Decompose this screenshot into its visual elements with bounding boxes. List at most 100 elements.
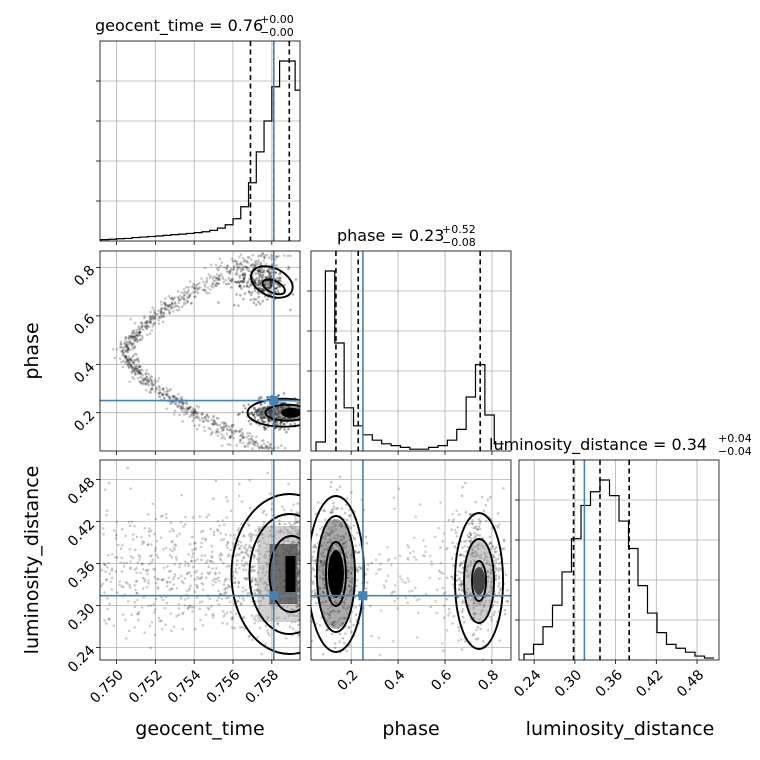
scatter-point [165, 516, 168, 520]
scatter-point [159, 307, 163, 311]
scatter-point [127, 365, 130, 369]
scatter-point [264, 513, 268, 517]
scatter-point [311, 580, 315, 584]
scatter-point [251, 439, 255, 442]
scatter-point [189, 301, 193, 305]
scatter-point [253, 569, 256, 572]
scatter-point [176, 405, 179, 409]
scatter-point [242, 556, 245, 560]
scatter-point [243, 445, 247, 448]
scatter-point [209, 527, 213, 531]
scatter-point [131, 343, 134, 347]
scatter-point [442, 532, 446, 535]
scatter-point [244, 577, 248, 581]
scatter-point [220, 421, 224, 424]
scatter-point [213, 284, 217, 287]
scatter-point [375, 572, 378, 575]
scatter-point [148, 321, 152, 324]
scatter-point [136, 334, 139, 338]
scatter-point [143, 631, 147, 634]
scatter-point [211, 285, 215, 289]
scatter-point [474, 500, 477, 504]
scatter-point [146, 324, 149, 327]
scatter-point [149, 379, 153, 382]
scatter-point [265, 280, 268, 284]
scatter-point [490, 618, 494, 622]
scatter-point [202, 288, 206, 291]
scatter-point [172, 395, 175, 399]
scatter-point [243, 551, 247, 554]
scatter-point [242, 535, 246, 538]
scatter-point [229, 436, 232, 439]
scatter-point [248, 544, 251, 547]
scatter-point [230, 278, 234, 282]
scatter-point [297, 552, 300, 556]
scatter-point [281, 505, 284, 508]
scatter-point [139, 365, 142, 369]
scatter-point [293, 620, 297, 624]
scatter-point [132, 335, 136, 338]
scatter-point [138, 365, 141, 369]
scatter-point [131, 335, 135, 339]
scatter-point [430, 560, 433, 563]
scatter-point [238, 274, 242, 278]
scatter-point [396, 597, 399, 600]
scatter-point [193, 286, 197, 289]
scatter-point [160, 392, 164, 396]
scatter-point [238, 285, 241, 288]
scatter-point [148, 332, 152, 336]
scatter-point [461, 485, 464, 489]
scatter-point [308, 567, 311, 570]
scatter-point [103, 563, 107, 566]
scatter-point [156, 388, 159, 391]
scatter-point [266, 270, 270, 273]
scatter-point [257, 528, 261, 531]
scatter-point [181, 402, 185, 406]
xtick-label-geocent-time-1: 0.752 [126, 667, 166, 707]
scatter-point [264, 262, 268, 266]
scatter-point [254, 263, 257, 267]
scatter-point [189, 409, 193, 413]
scatter-point [342, 641, 346, 645]
scatter-point [220, 553, 224, 557]
scatter-point [370, 561, 373, 565]
scatter-point [456, 596, 460, 599]
scatter-point [459, 553, 463, 556]
scatter-point [442, 604, 446, 608]
scatter-point [165, 386, 168, 390]
scatter-point [192, 416, 196, 420]
scatter-point [261, 421, 265, 424]
scatter-point [170, 305, 174, 309]
scatter-point [187, 288, 190, 292]
scatter-point [185, 401, 189, 404]
scatter-point [150, 379, 154, 383]
scatter-point [122, 342, 126, 346]
scatter-point [131, 376, 134, 379]
ytick-label-luminosity-distance-4: 0.48 [65, 475, 98, 508]
scatter-point [151, 383, 154, 387]
scatter-point [268, 270, 271, 274]
scatter-point [239, 280, 243, 283]
scatter-point [294, 278, 298, 281]
scatter-point [137, 331, 141, 334]
scatter-point [297, 558, 300, 562]
scatter-point [268, 492, 272, 496]
scatter-point [252, 301, 256, 305]
scatter-point [192, 605, 196, 609]
scatter-point [140, 535, 143, 539]
scatter-point [131, 336, 134, 340]
scatter-point [135, 364, 139, 367]
scatter-point [242, 278, 246, 281]
scatter-point [177, 576, 180, 580]
scatter-point [249, 532, 253, 536]
scatter-point [214, 263, 218, 267]
scatter-point [210, 554, 213, 558]
scatter-point [311, 590, 314, 593]
scatter-point [260, 396, 263, 399]
scatter-point [280, 401, 284, 405]
scatter-point [138, 370, 142, 374]
scatter-point [269, 443, 273, 446]
scatter-point [175, 587, 179, 590]
scatter-point [187, 295, 191, 298]
scatter-point [266, 550, 270, 553]
